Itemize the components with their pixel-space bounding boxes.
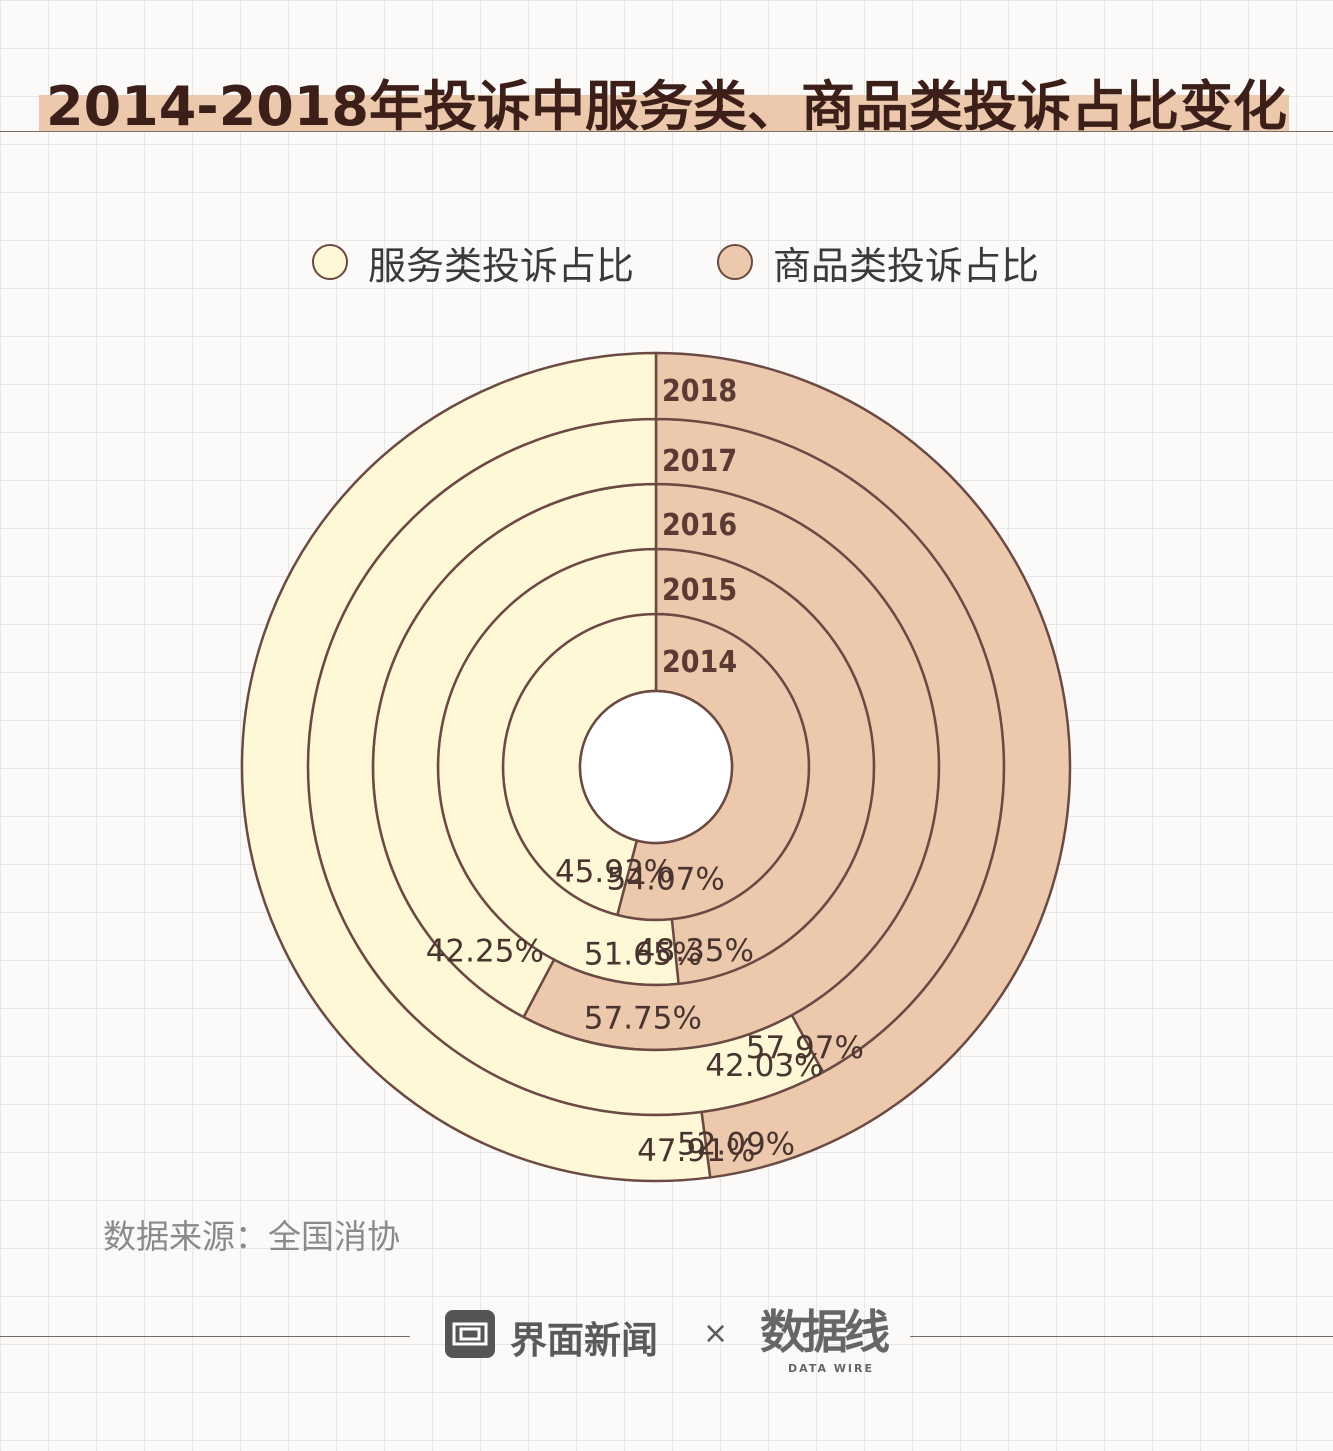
- data-label-goods-2018: 47.91%: [637, 1133, 755, 1169]
- legend-label-service: 服务类投诉占比: [368, 243, 635, 288]
- data-label-service-2014: 45.93%: [555, 854, 673, 890]
- data-source: 数据来源：全国消协: [103, 1217, 400, 1256]
- data-label-service-2015: 51.65%: [584, 937, 702, 973]
- legend-item-goods: 商品类投诉占比: [717, 236, 1039, 288]
- data-label-goods-2015: 48.35%: [636, 933, 754, 969]
- partner-logo-sub: DATA WIRE: [788, 1362, 874, 1375]
- data-label-service-2017: 57.97%: [746, 1030, 864, 1066]
- legend: 服务类投诉占比 商品类投诉占比: [0, 236, 1333, 288]
- title-highlight-bar: [39, 95, 1289, 131]
- jiemian-logo-icon: [445, 1310, 495, 1358]
- legend-label-goods: 商品类投诉占比: [773, 243, 1040, 288]
- footer-line-right: [910, 1336, 1333, 1337]
- footer-brand: 界面新闻: [510, 1319, 658, 1362]
- year-label-2018: 2018: [662, 374, 737, 409]
- footer-line-left: [0, 1336, 410, 1337]
- legend-item-service: 服务类投诉占比: [312, 236, 634, 288]
- data-label-service-2016: 42.25%: [426, 934, 544, 970]
- legend-swatch-service: [312, 244, 348, 280]
- year-label-2015: 2015: [662, 573, 737, 608]
- legend-swatch-goods: [717, 244, 753, 280]
- year-label-2016: 2016: [662, 508, 737, 543]
- slice-service-2018: [240, 351, 712, 1183]
- year-label-2017: 2017: [662, 444, 737, 479]
- year-label-2014: 2014: [662, 645, 737, 680]
- title-rule: [0, 131, 1333, 132]
- partner-logo: 数据线: [760, 1305, 890, 1359]
- donut-hole: [578, 689, 734, 845]
- slice-goods-2018: [654, 351, 1072, 1179]
- data-label-goods-2016: 57.75%: [584, 1001, 702, 1037]
- data-label-goods-2014: 54.07%: [607, 862, 725, 898]
- footer-times: ×: [703, 1316, 729, 1351]
- chart-title: 2014-2018年投诉中服务类、商品类投诉占比变化: [46, 75, 1287, 138]
- data-label-service-2018: 52.09%: [677, 1127, 795, 1163]
- data-label-goods-2017: 42.03%: [705, 1048, 823, 1084]
